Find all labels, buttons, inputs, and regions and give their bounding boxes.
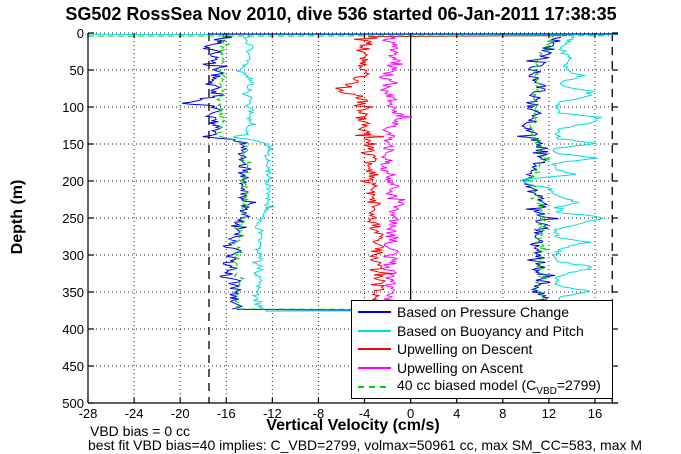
legend-label: Upwelling on Descent: [397, 341, 533, 358]
legend-item: Upwelling on Descent: [352, 340, 612, 359]
x-tick-label: 0: [406, 406, 415, 421]
legend-label: Upwelling on Ascent: [397, 360, 524, 377]
y-tick-label: 400: [62, 322, 84, 337]
y-tick-label: 450: [62, 359, 84, 374]
legend-label: Based on Buoyancy and Pitch: [397, 322, 584, 339]
chart-title: SG502 RossSea Nov 2010, dive 536 started…: [65, 4, 617, 24]
x-tick-label: -24: [124, 406, 144, 421]
x-tick-label: 12: [541, 406, 557, 421]
legend-item: 40 cc biased model (CVBD=2799): [352, 376, 612, 397]
x-tick-label: 4: [453, 406, 461, 421]
x-tick-label: -8: [312, 406, 325, 421]
y-tick-label: 300: [62, 248, 84, 263]
y-tick-label: 100: [62, 100, 84, 115]
y-tick-label: 350: [62, 285, 84, 300]
x-tick-label: -28: [78, 406, 98, 421]
x-tick-label: 8: [499, 406, 507, 421]
legend-line-sample: [358, 385, 391, 388]
y-tick-label: 200: [62, 174, 84, 189]
x-tick-label: -4: [358, 406, 371, 421]
y-tick-label: 0: [76, 26, 84, 41]
x-tick-label: -16: [216, 406, 236, 421]
legend-line-sample: [358, 311, 391, 314]
legend-line-sample: [358, 348, 391, 351]
legend-line-sample: [358, 329, 391, 332]
legend-label: 40 cc biased model (CVBD=2799): [397, 376, 601, 397]
x-tick-label: -12: [262, 406, 282, 421]
y-tick-label: 250: [62, 211, 84, 226]
legend: Based on Pressure Change Based on Buoyanc…: [351, 300, 613, 399]
best-fit-annotation: best fit VBD bias=40 implies: C_VBD=2799…: [88, 437, 643, 453]
x-tick-label: 16: [587, 406, 603, 421]
legend-line-sample: [358, 367, 391, 370]
x-axis-label: Vertical Velocity (cm/s): [266, 417, 440, 434]
legend-item: Based on Buoyancy and Pitch: [352, 322, 612, 341]
y-tick-label: 500: [62, 396, 84, 411]
legend-item: Upwelling on Ascent: [352, 359, 612, 378]
y-axis-label: Depth (m): [9, 179, 26, 255]
legend-item: Based on Pressure Change: [352, 303, 612, 322]
legend-label: Based on Pressure Change: [397, 304, 569, 321]
x-tick-label: -20: [170, 406, 190, 421]
y-tick-label: 50: [69, 63, 84, 78]
vbd-bias-annotation: VBD bias = 0 cc: [90, 423, 190, 439]
y-tick-label: 150: [62, 137, 84, 152]
